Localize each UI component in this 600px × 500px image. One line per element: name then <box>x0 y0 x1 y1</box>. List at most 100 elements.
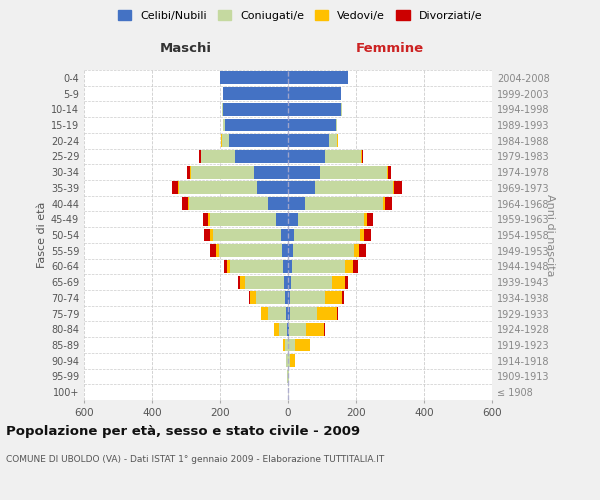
Bar <box>202 150 235 163</box>
Text: Maschi: Maschi <box>160 42 212 55</box>
Bar <box>353 260 358 273</box>
Bar <box>295 338 310 351</box>
Bar <box>225 118 288 132</box>
Bar <box>288 213 298 226</box>
Bar <box>224 260 227 273</box>
Bar <box>210 213 276 226</box>
Bar <box>288 72 347 85</box>
Bar <box>199 150 200 163</box>
Bar <box>288 260 292 273</box>
Bar <box>222 134 229 147</box>
Bar <box>317 307 337 320</box>
Bar <box>240 276 245 288</box>
Bar <box>292 260 345 273</box>
Bar <box>364 228 371 241</box>
Bar <box>290 354 295 367</box>
Bar <box>288 292 290 304</box>
Bar <box>190 166 191 178</box>
Bar <box>386 166 388 178</box>
Bar <box>212 228 281 241</box>
Bar <box>284 338 288 351</box>
Bar <box>343 292 344 304</box>
Bar <box>238 276 240 288</box>
Bar <box>345 276 348 288</box>
Bar <box>288 197 305 210</box>
Bar <box>337 307 338 320</box>
Bar <box>210 244 216 257</box>
Bar <box>190 197 268 210</box>
Bar <box>290 307 317 320</box>
Bar <box>282 244 288 257</box>
Bar <box>283 260 288 273</box>
Bar <box>182 197 188 210</box>
Bar <box>362 150 364 163</box>
Bar <box>203 213 208 226</box>
Text: Femmine: Femmine <box>356 42 424 55</box>
Bar <box>355 244 359 257</box>
Bar <box>361 228 364 241</box>
Bar <box>291 276 332 288</box>
Bar <box>329 134 337 147</box>
Bar <box>288 354 290 367</box>
Bar <box>284 276 288 288</box>
Bar <box>294 228 361 241</box>
Bar <box>287 370 288 383</box>
Bar <box>172 182 178 194</box>
Bar <box>288 276 291 288</box>
Bar <box>188 197 190 210</box>
Bar <box>364 213 367 226</box>
Bar <box>281 228 288 241</box>
Bar <box>332 276 345 288</box>
Bar <box>289 323 305 336</box>
Bar <box>288 134 329 147</box>
Bar <box>200 150 202 163</box>
Bar <box>305 197 383 210</box>
Y-axis label: Fasce di età: Fasce di età <box>37 202 47 268</box>
Bar <box>268 197 288 210</box>
Text: Popolazione per età, sesso e stato civile - 2009: Popolazione per età, sesso e stato civil… <box>6 425 360 438</box>
Bar <box>223 87 288 100</box>
Bar <box>208 213 210 226</box>
Bar <box>210 228 212 241</box>
Bar <box>325 292 343 304</box>
Bar <box>335 118 337 132</box>
Bar <box>385 197 392 210</box>
Bar <box>315 182 394 194</box>
Bar <box>288 182 315 194</box>
Bar <box>341 103 342 116</box>
Bar <box>245 276 284 288</box>
Bar <box>288 103 341 116</box>
Bar <box>219 244 282 257</box>
Bar <box>288 370 289 383</box>
Bar <box>361 150 362 163</box>
Bar <box>288 150 325 163</box>
Bar <box>288 244 293 257</box>
Bar <box>274 323 279 336</box>
Bar <box>257 182 288 194</box>
Bar <box>305 323 325 336</box>
Bar <box>250 292 256 304</box>
Bar <box>229 134 288 147</box>
Bar <box>320 166 386 178</box>
Bar <box>394 182 402 194</box>
Bar <box>293 244 355 257</box>
Bar <box>227 260 230 273</box>
Bar <box>288 338 295 351</box>
Bar <box>254 166 288 178</box>
Bar <box>290 292 325 304</box>
Bar <box>262 307 268 320</box>
Bar <box>223 118 225 132</box>
Bar <box>179 182 257 194</box>
Bar <box>256 292 285 304</box>
Bar <box>191 166 254 178</box>
Y-axis label: Anni di nascita: Anni di nascita <box>545 194 555 276</box>
Bar <box>187 166 190 178</box>
Bar <box>279 323 287 336</box>
Bar <box>367 213 373 226</box>
Bar <box>261 307 262 320</box>
Bar <box>268 307 286 320</box>
Bar <box>383 197 385 210</box>
Bar <box>285 292 288 304</box>
Bar <box>288 323 289 336</box>
Bar <box>286 307 288 320</box>
